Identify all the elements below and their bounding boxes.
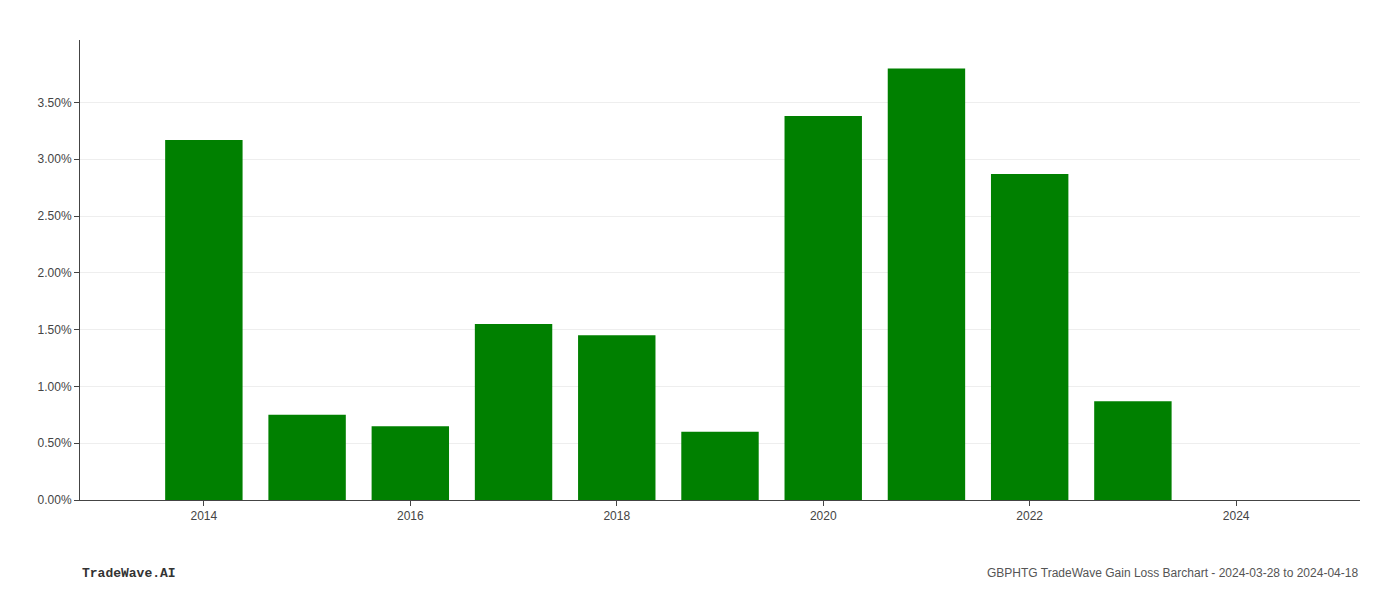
svg-text:2.50%: 2.50%: [38, 209, 72, 223]
svg-text:1.00%: 1.00%: [38, 380, 72, 394]
svg-text:TradeWave.AI: TradeWave.AI: [82, 566, 176, 581]
svg-text:3.50%: 3.50%: [38, 96, 72, 110]
svg-text:2018: 2018: [603, 509, 630, 523]
svg-text:3.00%: 3.00%: [38, 152, 72, 166]
svg-text:2020: 2020: [810, 509, 837, 523]
svg-text:2022: 2022: [1016, 509, 1043, 523]
svg-text:GBPHTG TradeWave Gain Loss Bar: GBPHTG TradeWave Gain Loss Barchart - 20…: [987, 566, 1358, 580]
svg-text:2016: 2016: [397, 509, 424, 523]
svg-text:1.50%: 1.50%: [38, 323, 72, 337]
svg-text:2014: 2014: [191, 509, 218, 523]
svg-text:0.50%: 0.50%: [38, 436, 72, 450]
svg-text:2.00%: 2.00%: [38, 266, 72, 280]
svg-text:2024: 2024: [1223, 509, 1250, 523]
svg-text:0.00%: 0.00%: [38, 493, 72, 507]
